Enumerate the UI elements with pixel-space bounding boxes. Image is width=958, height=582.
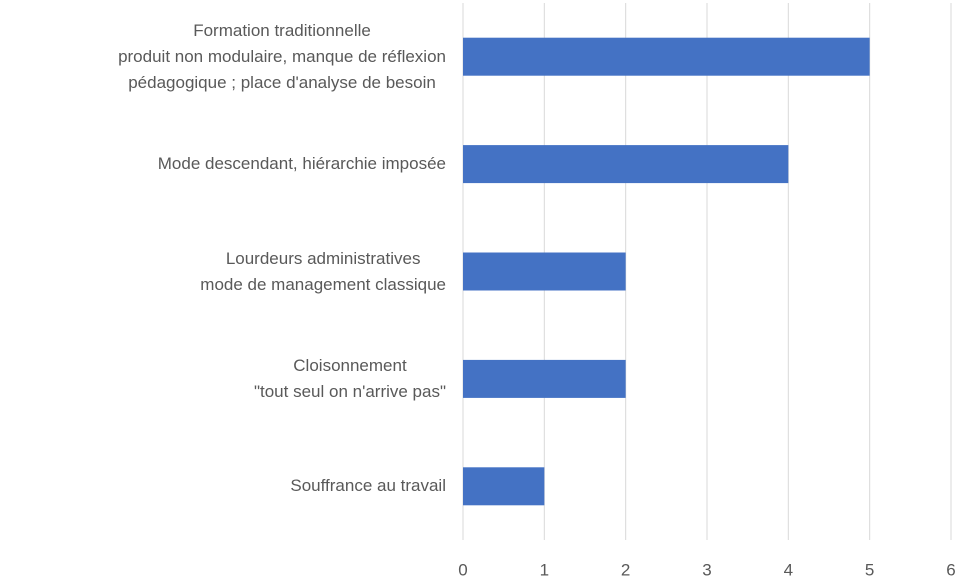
x-tick-label: 1 xyxy=(540,560,549,579)
x-tick-label: 4 xyxy=(784,560,793,579)
bar xyxy=(463,467,545,506)
bar xyxy=(463,145,789,184)
bar xyxy=(463,37,870,76)
y-tick-label: Souffrance au travail xyxy=(290,476,446,496)
x-tick-label: 3 xyxy=(702,560,711,579)
x-tick-label: 6 xyxy=(946,560,955,579)
y-tick-label: Cloisonnement "tout seul on n'arrive pas… xyxy=(253,355,446,401)
y-tick-label: Lourdeurs administratives mode de manage… xyxy=(200,248,446,294)
bar xyxy=(463,359,626,398)
x-tick-label: 0 xyxy=(458,560,467,579)
y-tick-label: Mode descendant, hiérarchie imposée xyxy=(157,154,446,174)
bar xyxy=(463,252,626,291)
x-tick-label: 5 xyxy=(865,560,874,579)
y-tick-label: Formation traditionnelle produit non mod… xyxy=(118,20,446,92)
x-tick-label: 2 xyxy=(621,560,630,579)
